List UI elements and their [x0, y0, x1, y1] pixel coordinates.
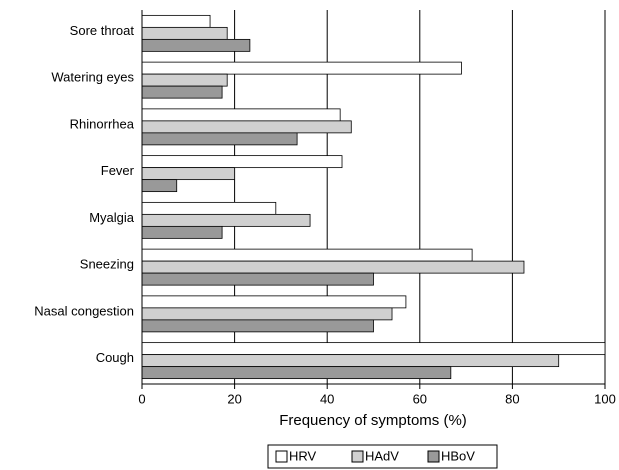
bar	[141, 248, 473, 262]
bar	[141, 260, 525, 274]
legend-box	[267, 444, 498, 469]
bar	[141, 366, 452, 380]
bar	[141, 307, 393, 321]
x-tick-label: 80	[505, 391, 519, 406]
bar	[141, 61, 462, 75]
bar	[141, 132, 298, 146]
x-tick-label: 100	[594, 391, 616, 406]
y-tick-label: Watering eyes	[51, 70, 134, 85]
bar	[141, 213, 311, 227]
bar	[141, 85, 223, 99]
bar	[141, 342, 606, 356]
legend-label: HBoV	[441, 448, 475, 463]
bar	[141, 38, 251, 52]
y-tick-label: Sore throat	[70, 23, 135, 38]
y-tick-label: Myalgia	[89, 210, 135, 225]
legend-label: HAdV	[365, 448, 399, 463]
bar	[141, 354, 560, 368]
bar	[141, 108, 341, 122]
x-tick-label: 60	[413, 391, 427, 406]
bar	[141, 179, 178, 193]
bar	[141, 295, 407, 309]
x-tick-label: 0	[138, 391, 145, 406]
bar	[141, 319, 374, 333]
y-tick-label: Nasal congestion	[34, 303, 134, 318]
y-tick-label: Cough	[96, 350, 134, 365]
y-tick-label: Rhinorrhea	[70, 116, 135, 131]
x-tick-label: 20	[227, 391, 241, 406]
legend-swatch	[427, 450, 440, 463]
bar	[141, 26, 228, 40]
legend-swatch	[275, 450, 288, 463]
bar	[141, 120, 352, 134]
bar	[141, 155, 343, 169]
legend-label: HRV	[289, 448, 317, 463]
x-axis-label: Frequency of symptoms (%)	[279, 412, 467, 429]
bar	[141, 14, 211, 28]
bar	[141, 167, 235, 181]
bar	[141, 225, 223, 239]
y-tick-label: Fever	[101, 163, 135, 178]
bar	[141, 201, 277, 215]
legend-swatch	[351, 450, 364, 463]
bar	[141, 73, 228, 87]
y-tick-label: Sneezing	[80, 257, 134, 272]
bar	[141, 272, 374, 286]
x-tick-label: 40	[320, 391, 334, 406]
